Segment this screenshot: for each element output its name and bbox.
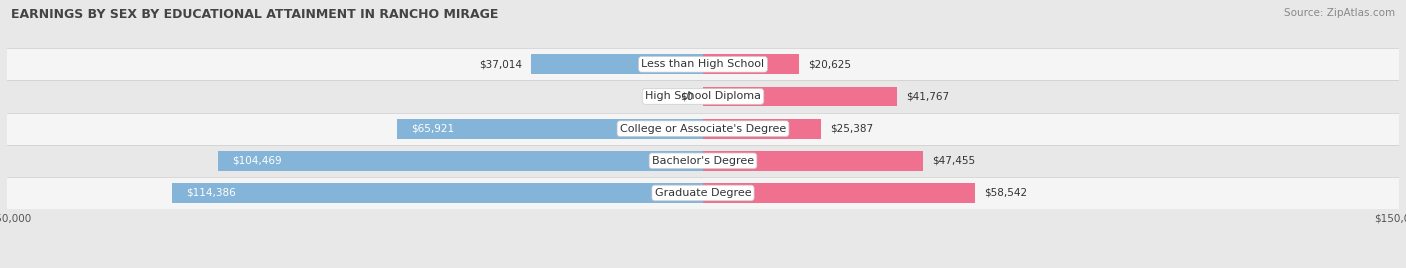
Bar: [7, 177, 1399, 209]
Text: $58,542: $58,542: [984, 188, 1026, 198]
Text: $104,469: $104,469: [232, 156, 281, 166]
Text: Source: ZipAtlas.com: Source: ZipAtlas.com: [1284, 8, 1395, 18]
Bar: [396, 119, 703, 139]
Bar: [218, 151, 703, 171]
Bar: [7, 113, 1399, 145]
Text: College or Associate's Degree: College or Associate's Degree: [620, 124, 786, 134]
Text: $37,014: $37,014: [479, 59, 522, 69]
Text: EARNINGS BY SEX BY EDUCATIONAL ATTAINMENT IN RANCHO MIRAGE: EARNINGS BY SEX BY EDUCATIONAL ATTAINMEN…: [11, 8, 499, 21]
Text: Bachelor's Degree: Bachelor's Degree: [652, 156, 754, 166]
Text: $25,387: $25,387: [830, 124, 873, 134]
Legend: Male, Female: Male, Female: [637, 264, 769, 268]
Text: $47,455: $47,455: [932, 156, 976, 166]
Text: High School Diploma: High School Diploma: [645, 91, 761, 102]
Bar: [703, 87, 897, 106]
Bar: [7, 80, 1399, 113]
Text: $0: $0: [681, 91, 693, 102]
Bar: [703, 119, 821, 139]
Bar: [173, 183, 703, 203]
Text: Graduate Degree: Graduate Degree: [655, 188, 751, 198]
Bar: [7, 145, 1399, 177]
Text: $114,386: $114,386: [186, 188, 236, 198]
Text: Less than High School: Less than High School: [641, 59, 765, 69]
Bar: [703, 151, 924, 171]
Bar: [703, 54, 799, 74]
Text: $65,921: $65,921: [411, 124, 454, 134]
Bar: [7, 48, 1399, 80]
Bar: [531, 54, 703, 74]
Text: $41,767: $41,767: [905, 91, 949, 102]
Text: $20,625: $20,625: [808, 59, 851, 69]
Bar: [703, 183, 974, 203]
